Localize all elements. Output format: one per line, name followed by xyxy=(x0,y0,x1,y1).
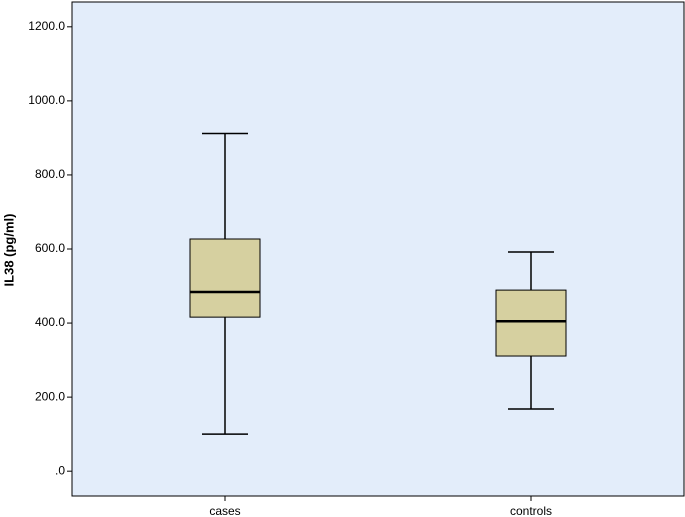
y-tick-label: 400.0 xyxy=(35,315,65,329)
plot-area xyxy=(71,1,685,497)
y-tick-label: 200.0 xyxy=(35,389,65,403)
x-tick-label: cases xyxy=(209,504,240,517)
y-tick-label: 1200.0 xyxy=(28,19,65,33)
box xyxy=(189,238,261,318)
x-tick-label: controls xyxy=(510,504,552,517)
box xyxy=(495,289,567,357)
y-tick-label: 1000.0 xyxy=(28,93,65,107)
y-tick-label: .0 xyxy=(55,463,65,477)
y-tick-label: 800.0 xyxy=(35,167,65,181)
y-tick-label: 600.0 xyxy=(35,241,65,255)
y-axis-label: IL38 (pg/ml) xyxy=(1,214,16,287)
